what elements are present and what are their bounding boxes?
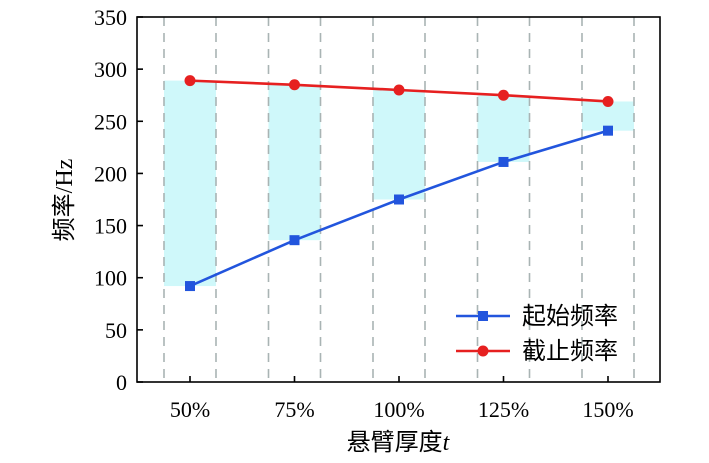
y-tick-label: 200 <box>94 161 127 186</box>
data-point <box>498 156 509 167</box>
y-tick-label: 250 <box>94 109 127 134</box>
y-tick-label: 50 <box>105 318 127 343</box>
legend-marker <box>478 311 488 321</box>
x-tick-label: 125% <box>478 397 529 422</box>
data-point <box>603 125 613 136</box>
data-point <box>394 194 404 205</box>
x-tick-label: 100% <box>373 397 424 422</box>
data-point <box>602 95 614 107</box>
grid-lines <box>163 17 635 382</box>
data-point <box>289 235 300 246</box>
legend-label: 截止频率 <box>522 338 618 365</box>
x-axis-title-var: t <box>443 430 451 456</box>
bandgap-band <box>164 80 216 287</box>
y-axis-title: 频率/Hz <box>51 159 78 242</box>
y-tick-label: 300 <box>94 57 127 82</box>
series-group <box>184 75 614 292</box>
x-axis: 50% 75% 100% 125% 150% <box>170 376 634 422</box>
bandgap-band <box>373 90 425 200</box>
data-point <box>289 79 300 91</box>
bandgap-bands <box>164 80 634 287</box>
y-tick-label: 100 <box>94 266 127 291</box>
bandgap-band <box>268 84 321 241</box>
x-tick-label: 50% <box>170 397 210 422</box>
x-tick-label: 150% <box>582 397 633 422</box>
data-point <box>498 89 509 101</box>
y-axis: 0 50 100 150 200 250 300 350 <box>94 5 143 395</box>
data-point <box>184 75 196 87</box>
bandgap-band <box>477 95 530 162</box>
legend-marker <box>477 345 489 357</box>
y-tick-label: 150 <box>94 214 127 239</box>
data-point <box>393 84 405 96</box>
y-tick-label: 350 <box>94 5 127 30</box>
y-tick-label: 0 <box>116 370 127 395</box>
x-axis-title-main: 悬臂厚度 <box>347 429 443 456</box>
data-point <box>185 281 195 292</box>
legend-label: 起始频率 <box>522 303 618 330</box>
x-axis-title: 悬臂厚度t <box>347 429 451 456</box>
x-tick-label: 75% <box>274 397 314 422</box>
